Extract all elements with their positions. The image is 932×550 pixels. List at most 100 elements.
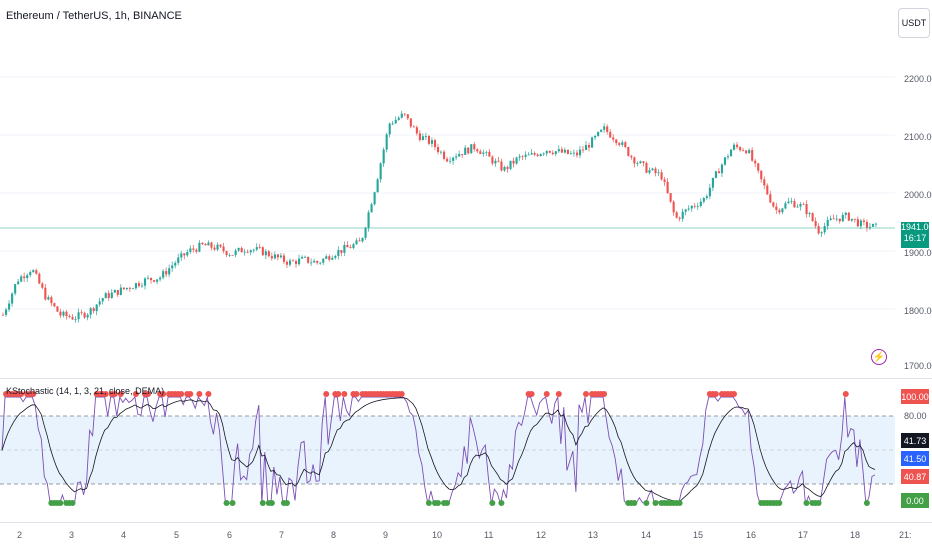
candle-body: [68, 316, 71, 318]
candle-body: [509, 160, 512, 169]
candle-body: [838, 218, 841, 222]
overbought-dot: [335, 391, 342, 397]
candle-body: [829, 218, 832, 220]
candle-body: [796, 206, 799, 208]
candle-body: [436, 147, 440, 153]
candle-body: [452, 157, 455, 161]
price-chart[interactable]: [0, 0, 895, 378]
candle-body: [639, 161, 642, 164]
price-label-2200: 2200.00: [904, 74, 932, 84]
indicator-chart[interactable]: [0, 380, 895, 520]
candle-body: [515, 157, 518, 164]
candle-body: [225, 251, 228, 256]
candle-body: [313, 260, 316, 263]
candle-body: [467, 147, 470, 154]
candle-body: [533, 153, 536, 155]
candle-body: [156, 279, 159, 282]
x-label-13: 13: [588, 530, 599, 540]
candle-body: [841, 214, 844, 222]
candle-body: [581, 149, 585, 151]
x-label-9: 9: [383, 530, 389, 540]
candle-body: [684, 209, 687, 212]
oversold-dot: [229, 500, 236, 506]
candle-body: [588, 145, 591, 148]
candle-body: [53, 303, 56, 307]
candle-body: [101, 298, 104, 302]
candle-body: [47, 297, 50, 300]
candle-body: [859, 220, 862, 227]
x-label-16: 16: [746, 530, 757, 540]
candle-body: [430, 140, 434, 144]
candle-body: [714, 171, 717, 178]
overbought-dot: [102, 391, 109, 397]
candle-body: [17, 281, 20, 285]
overbought-dot: [178, 391, 185, 397]
price-label-1700: 1700.00: [904, 361, 932, 371]
candle-body: [787, 201, 790, 204]
candle-body: [687, 208, 690, 210]
candle-body: [584, 145, 588, 151]
pane-separator[interactable]: [0, 378, 932, 379]
candle-body: [98, 301, 101, 305]
candle-body: [8, 303, 11, 310]
candle-body: [446, 158, 449, 162]
candle-body: [195, 249, 198, 252]
candle-body: [137, 283, 141, 287]
candle-body: [174, 262, 177, 266]
currency-button[interactable]: USDT: [898, 8, 930, 38]
candle-body: [26, 275, 29, 279]
candle-body: [427, 136, 431, 144]
candle-body: [385, 134, 388, 150]
candle-body: [675, 212, 678, 218]
badge-k-value: 41.73: [901, 433, 929, 448]
candle-body: [754, 160, 757, 164]
candle-body: [367, 212, 370, 228]
candle-body: [560, 149, 563, 153]
candle-body: [192, 248, 195, 250]
candle-body: [690, 205, 693, 209]
candle-body: [134, 283, 138, 289]
price-label-2000: 2000.00: [904, 190, 932, 200]
lightning-icon[interactable]: ⚡: [871, 349, 887, 365]
overbought-dot: [323, 391, 330, 397]
candle-body: [702, 198, 705, 202]
candle-body: [458, 153, 461, 157]
candle-body: [850, 218, 853, 221]
bar-countdown: 16:17: [903, 233, 927, 243]
oversold-dot: [776, 500, 783, 506]
candle-body: [86, 314, 89, 318]
candle-body: [597, 131, 600, 137]
candle-body: [557, 149, 560, 152]
candle-body: [373, 192, 376, 205]
badge-other-value: 40.87: [901, 469, 929, 484]
candle-body: [246, 251, 249, 253]
candle-body: [527, 154, 530, 156]
price-label-1800: 1800.00: [904, 306, 932, 316]
oversold-dot: [223, 500, 230, 506]
candle-body: [264, 251, 267, 256]
candle-body: [569, 153, 573, 155]
candle-body: [113, 290, 116, 293]
candle-body: [337, 250, 340, 256]
candle-body: [83, 312, 86, 318]
candle-body: [793, 201, 796, 208]
candle-body: [35, 270, 38, 274]
chart-title[interactable]: Ethereum / TetherUS, 1h, BINANCE: [6, 10, 182, 22]
candle-body: [32, 270, 35, 273]
candle-body: [548, 150, 551, 153]
candle-body: [808, 213, 811, 215]
candle-body: [119, 287, 122, 295]
candle-body: [279, 255, 283, 258]
level-80-label: 80.00: [904, 411, 927, 421]
candle-body: [518, 156, 521, 158]
oversold-dot: [863, 500, 870, 506]
candle-body: [421, 136, 424, 141]
candle-body: [681, 211, 684, 219]
badge-0: 0.00: [901, 493, 929, 508]
candle-body: [775, 206, 778, 210]
candle-body: [240, 247, 243, 253]
candle-body: [657, 172, 660, 174]
candle-body: [572, 152, 576, 154]
candle-body: [159, 277, 162, 280]
indicator-title[interactable]: KStochastic (14, 1, 3, 21, close, DEMA): [6, 386, 165, 396]
